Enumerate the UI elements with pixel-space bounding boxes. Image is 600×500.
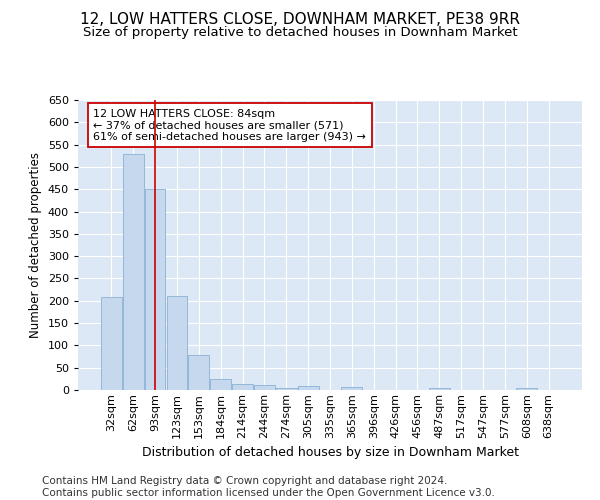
Bar bbox=[254, 385, 275, 390]
Bar bbox=[276, 388, 296, 390]
Bar bbox=[188, 355, 209, 390]
Bar bbox=[167, 296, 187, 390]
Bar bbox=[517, 388, 537, 390]
Text: Size of property relative to detached houses in Downham Market: Size of property relative to detached ho… bbox=[83, 26, 517, 39]
Bar bbox=[210, 379, 231, 390]
Bar bbox=[123, 154, 143, 390]
Bar bbox=[298, 386, 319, 390]
X-axis label: Distribution of detached houses by size in Downham Market: Distribution of detached houses by size … bbox=[142, 446, 518, 459]
Text: 12, LOW HATTERS CLOSE, DOWNHAM MARKET, PE38 9RR: 12, LOW HATTERS CLOSE, DOWNHAM MARKET, P… bbox=[80, 12, 520, 28]
Bar bbox=[341, 388, 362, 390]
Text: 12 LOW HATTERS CLOSE: 84sqm
← 37% of detached houses are smaller (571)
61% of se: 12 LOW HATTERS CLOSE: 84sqm ← 37% of det… bbox=[93, 108, 366, 142]
Text: Contains HM Land Registry data © Crown copyright and database right 2024.
Contai: Contains HM Land Registry data © Crown c… bbox=[42, 476, 495, 498]
Bar bbox=[145, 189, 166, 390]
Bar bbox=[232, 384, 253, 390]
Y-axis label: Number of detached properties: Number of detached properties bbox=[29, 152, 42, 338]
Bar bbox=[429, 388, 450, 390]
Bar bbox=[101, 297, 122, 390]
